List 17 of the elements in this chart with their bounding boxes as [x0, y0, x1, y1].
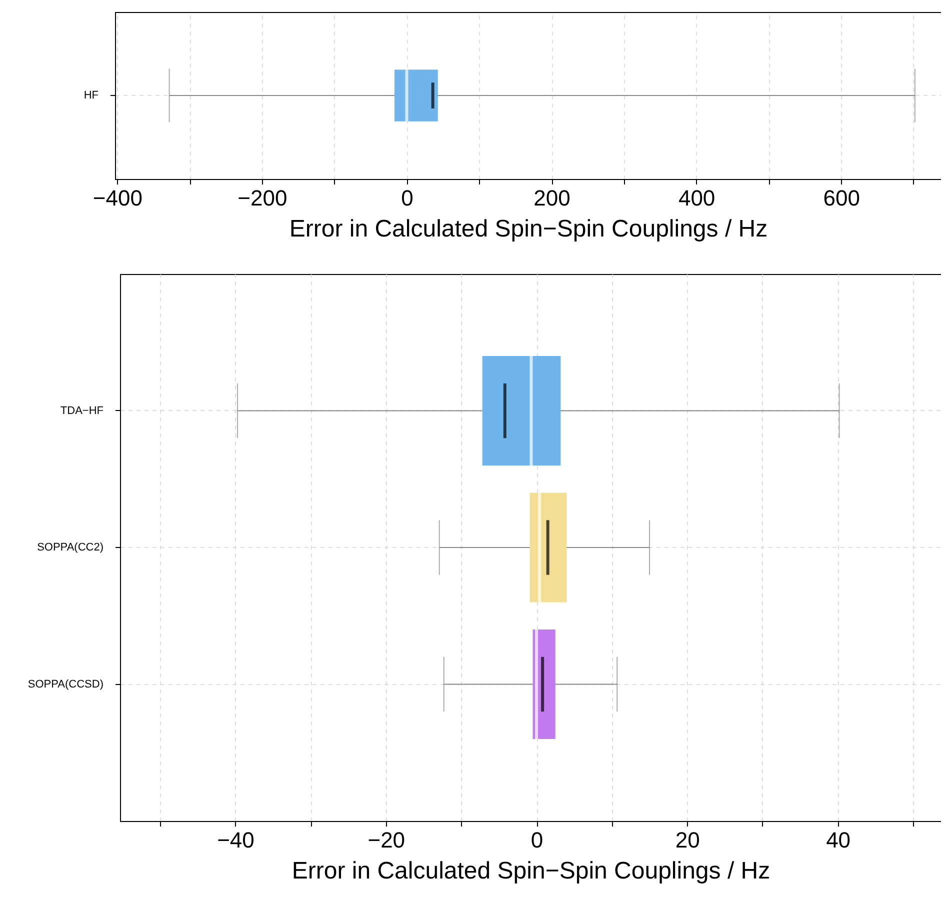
x-tick-label: −200	[238, 186, 288, 210]
x-tick-label: 200	[534, 186, 570, 210]
x-axis-title: Error in Calculated Spin−Spin Couplings / Hz	[289, 216, 768, 242]
y-tick-label: SOPPA(CC2)	[37, 542, 104, 554]
x-tick-label: 40	[826, 828, 851, 852]
x-tick-label: 20	[675, 828, 700, 852]
x-tick-label: 600	[823, 186, 860, 210]
y-tick-label: HF	[84, 90, 99, 102]
y-tick-label: SOPPA(CCSD)	[28, 678, 104, 690]
y-tick-label: TDA−HF	[60, 404, 104, 417]
x-axis-title: Error in Calculated Spin−Spin Couplings / Hz	[292, 858, 770, 884]
x-tick-label: −20	[368, 828, 406, 852]
x-tick-label: −400	[92, 186, 142, 210]
x-tick-label: 0	[530, 828, 544, 852]
x-tick-label: −40	[217, 828, 254, 852]
x-tick-label: 400	[678, 186, 716, 210]
x-tick-label: 0	[401, 186, 414, 210]
